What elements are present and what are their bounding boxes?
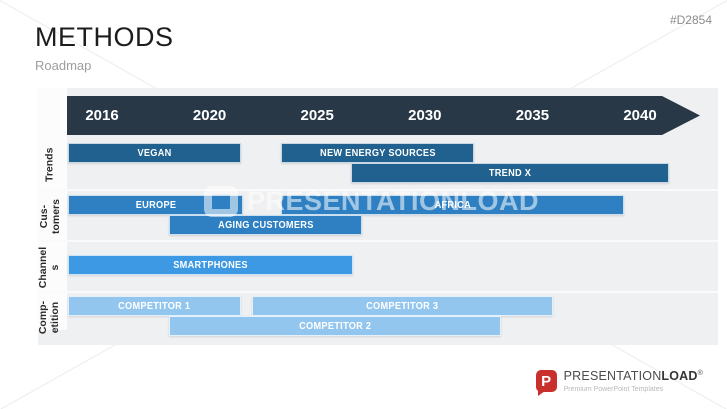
- axis-year-label: 2030: [408, 107, 442, 124]
- bar-label: TREND X: [488, 167, 532, 179]
- bar-label: VEGAN: [137, 147, 172, 159]
- brand-name: PRESENTATIONLOAD®: [564, 370, 703, 383]
- registered-mark: ®: [697, 370, 703, 378]
- row-label: Trends: [43, 147, 56, 183]
- row-label: Cus-tomers: [37, 199, 62, 235]
- bar-label: COMPETITOR 1: [118, 300, 191, 312]
- roadmap-bar: TREND X: [350, 163, 670, 183]
- roadmap-bar: COMPETITOR 2: [169, 316, 502, 336]
- roadmap-bar: COMPETITOR 1: [68, 296, 241, 316]
- brand-logo: P PRESENTATIONLOAD® Premium PowerPoint T…: [535, 370, 703, 397]
- row-separator: [38, 189, 718, 191]
- roadmap-bar: SMARTPHONES: [68, 255, 354, 275]
- axis-year-label: 2040: [623, 107, 657, 124]
- bar-label: EUROPE: [135, 199, 177, 211]
- row-label: Channel s: [37, 247, 62, 289]
- bar-label: COMPETITOR 2: [299, 320, 372, 332]
- bar-label: NEW ENERGY SOURCES: [319, 147, 436, 159]
- brand-name-bold: LOAD: [661, 369, 698, 384]
- bar-label: AFRICA: [434, 199, 472, 211]
- roadmap-bar: EUROPE: [68, 195, 244, 215]
- bar-label: SMARTPHONES: [173, 259, 249, 271]
- bar-label: COMPETITOR 3: [366, 300, 439, 312]
- row-label: Comp-etition: [37, 301, 61, 335]
- axis-year-label: 2025: [300, 107, 334, 124]
- template-code: #D2854: [669, 13, 712, 27]
- brand-text-block: PRESENTATIONLOAD® Premium PowerPoint Tem…: [564, 370, 703, 393]
- roadmap-bar: COMPETITOR 3: [252, 296, 553, 316]
- bar-label: AGING CUSTOMERS: [217, 219, 314, 231]
- axis-year-label: 2020: [192, 107, 227, 124]
- roadmap-bar: NEW ENERGY SOURCES: [281, 143, 475, 163]
- timeline-axis: 2016 2020 2025 2030 2035 2040: [67, 96, 700, 135]
- roadmap-bar: AFRICA: [281, 195, 625, 215]
- roadmap-bar: AGING CUSTOMERS: [169, 215, 363, 235]
- presentationload-logo-icon: P: [535, 370, 557, 397]
- brand-name-regular: PRESENTATION: [563, 369, 662, 384]
- page-subtitle: Roadmap: [35, 58, 92, 73]
- brand-tagline: Premium PowerPoint Templates: [563, 386, 664, 393]
- row-label-column: [38, 88, 67, 330]
- row-separator: [38, 291, 718, 293]
- axis-year-label: 2016: [85, 107, 119, 124]
- roadmap-bar: VEGAN: [68, 143, 241, 163]
- row-separator: [38, 240, 718, 242]
- page-title: METHODS: [35, 22, 174, 52]
- axis-year-label: 2035: [515, 107, 550, 124]
